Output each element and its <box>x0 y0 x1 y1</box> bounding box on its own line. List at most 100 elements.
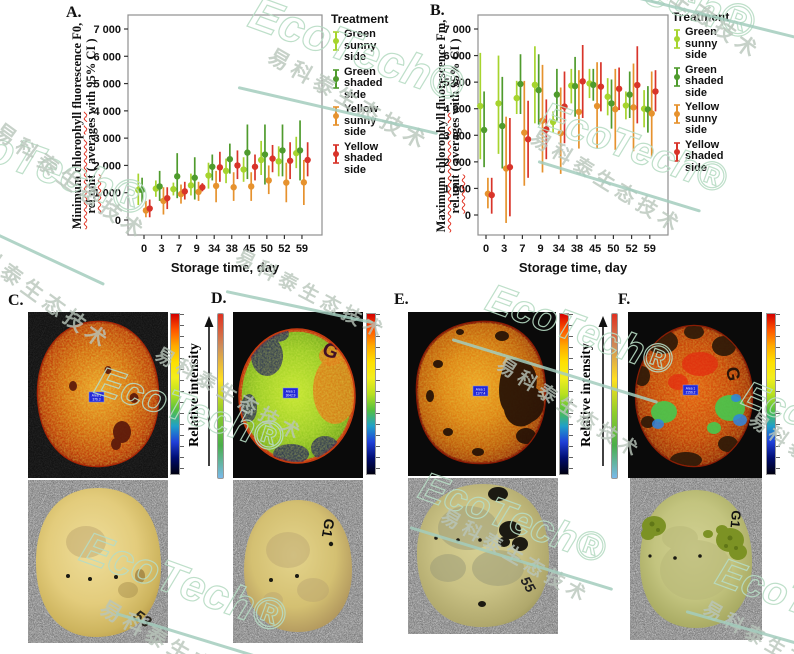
colorbar-f-ticks <box>776 314 780 472</box>
mean-dot <box>300 179 308 186</box>
colorbar-e-ticks <box>569 314 573 472</box>
x-tick-label: 34 <box>553 243 566 255</box>
y-axis-label-text: fluorescence Fm, <box>434 19 448 113</box>
mean-dot <box>535 86 542 94</box>
x-tick-label: 9 <box>538 243 544 255</box>
mean-dot <box>513 94 520 102</box>
mean-dot <box>524 136 532 143</box>
intensity-gradient-strip-1 <box>217 313 224 479</box>
mean-dot <box>138 186 146 194</box>
x-tick-label: 38 <box>571 243 583 255</box>
y-tick-label: 2 000 <box>93 160 121 172</box>
mean-dot <box>531 81 539 89</box>
mean-dot <box>626 91 633 98</box>
mean-dot <box>257 156 265 164</box>
svg-text:Area 1: Area 1 <box>286 390 296 394</box>
mean-dot <box>521 129 528 136</box>
legend-item-green-sunny-side: Green sunny side <box>672 26 752 62</box>
x-tick-label: 52 <box>625 243 637 255</box>
mean-dot <box>187 182 195 189</box>
fluorescence-image-f: G Area 1 2156.2 <box>628 312 762 478</box>
x-tick-label: 59 <box>644 243 656 255</box>
y-tick-label: 1 000 <box>443 183 471 195</box>
errorbar-icon <box>674 104 680 124</box>
mean-dot <box>199 184 206 191</box>
eye-dots-c <box>66 574 118 581</box>
relative-intensity-label-2: Relative intensity <box>579 343 594 447</box>
mean-dot <box>226 155 234 163</box>
errorbar-icon <box>333 106 339 126</box>
mean-dot <box>146 205 153 212</box>
y-tick-label: 5 000 <box>93 79 121 91</box>
legend-item-yellow-sunny-side: Yellow sunny side <box>331 103 411 139</box>
mean-dot <box>561 103 568 110</box>
mean-dot <box>622 102 630 109</box>
svg-text:Area 1: Area 1 <box>686 387 696 391</box>
marker-writing-f-fluoro: G <box>722 365 744 382</box>
marker-writing-f: G1 <box>727 510 743 529</box>
mold-patches-f <box>641 516 747 560</box>
mean-dot <box>579 78 586 85</box>
errorbar-icon <box>674 29 680 49</box>
mean-dot <box>652 88 659 95</box>
colorbar-e <box>559 313 569 475</box>
y-tick-label: 0 <box>115 215 121 227</box>
x-tick-label: 9 <box>194 243 200 255</box>
wrinkles-f <box>660 526 732 600</box>
photo-potato-c: 53 <box>28 480 168 643</box>
svg-text:2156.2: 2156.2 <box>686 391 696 395</box>
mean-dot <box>205 172 212 179</box>
errorbar-icon <box>674 141 680 162</box>
legend-item-label: Green shaded side <box>344 65 383 101</box>
legend-item-yellow-shaded-side: Yellow shaded side <box>672 139 752 175</box>
mean-dot <box>506 163 514 171</box>
mean-dot <box>557 129 564 137</box>
mean-dot <box>216 164 224 171</box>
series-yellow-sunny-side <box>142 159 308 218</box>
mean-dot <box>590 81 597 89</box>
photo-potato-e: 55 <box>408 478 558 634</box>
panel-label-d: D. <box>211 290 227 307</box>
x-tick-label: 45 <box>589 243 601 255</box>
x-axis-label: Storage time, day <box>171 260 280 275</box>
mean-dot <box>209 163 216 170</box>
panel-label-e: E. <box>394 291 409 308</box>
mean-dot <box>248 183 255 190</box>
mean-dot <box>549 118 557 126</box>
legend-item-yellow-shaded-side: Yellow shaded side <box>331 141 411 177</box>
up-arrow-icon-2 <box>598 316 608 466</box>
mean-dot <box>234 162 241 169</box>
mean-dot <box>212 182 220 190</box>
y-tick-label: 5 000 <box>443 77 471 89</box>
photo-potato-d: G1 <box>233 480 363 643</box>
fluorescence-image-d: G Area 1 3042.9 <box>233 312 363 478</box>
y-axis-label-f0: Minimum chlorophyll fluorescence F0, rel.… <box>70 2 98 250</box>
mean-dot <box>164 194 171 202</box>
mean-dot <box>630 104 637 111</box>
mean-dot <box>488 191 495 199</box>
mean-dot <box>222 167 230 175</box>
mean-dot <box>265 177 272 184</box>
y-tick-label: 6 000 <box>443 51 471 63</box>
errorbar-icon <box>674 66 680 87</box>
area-marker-e: Area 1 1177.4 <box>472 385 489 397</box>
mean-dot <box>612 106 619 113</box>
panel-label-b: B. <box>430 2 445 19</box>
mean-dot <box>279 147 286 154</box>
mean-dot <box>156 183 163 190</box>
mean-dot <box>174 173 181 180</box>
area-marker-f: Area 1 2156.2 <box>682 384 699 396</box>
legend-item-green-sunny-side: Green sunny side <box>331 28 411 64</box>
mean-dot <box>597 83 605 90</box>
y-tick-label: 1 000 <box>93 188 121 200</box>
eye-dots-d <box>269 541 334 582</box>
mean-dot <box>181 188 188 195</box>
svg-text:1177.4: 1177.4 <box>476 392 486 396</box>
fluorescence-image-e: Area 1 1177.4 <box>408 312 556 476</box>
mean-dot <box>539 117 546 124</box>
up-arrow-icon-1 <box>204 316 214 466</box>
panel-label-a: A. <box>66 4 82 21</box>
mean-dot <box>477 102 484 110</box>
